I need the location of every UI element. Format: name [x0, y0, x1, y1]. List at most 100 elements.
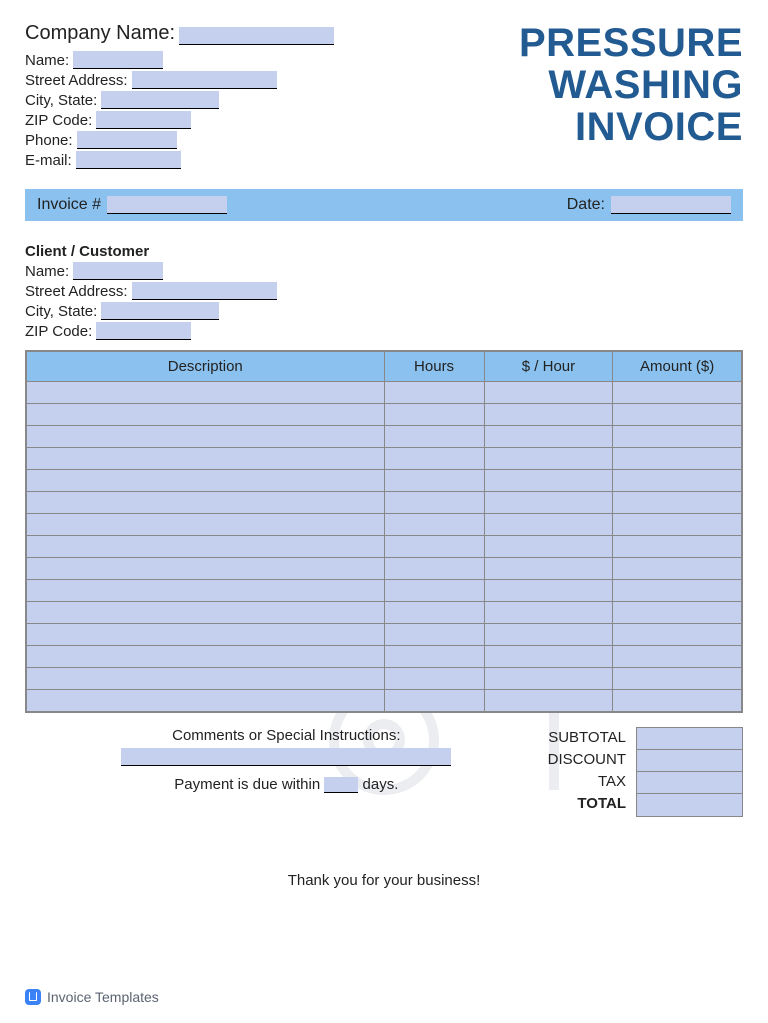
- table-cell[interactable]: [613, 426, 742, 448]
- table-cell[interactable]: [27, 470, 385, 492]
- table-cell[interactable]: [384, 668, 484, 690]
- table-cell[interactable]: [484, 536, 613, 558]
- footer: Invoice Templates: [25, 989, 159, 1005]
- table-cell[interactable]: [27, 646, 385, 668]
- table-cell[interactable]: [613, 382, 742, 404]
- table-cell[interactable]: [484, 558, 613, 580]
- table-cell[interactable]: [384, 448, 484, 470]
- table-cell[interactable]: [484, 426, 613, 448]
- table-cell[interactable]: [613, 690, 742, 712]
- company-field-row: City, State:: [25, 91, 334, 109]
- table-cell[interactable]: [613, 646, 742, 668]
- client-block: Client / Customer Name: Street Address: …: [25, 243, 743, 340]
- table-cell[interactable]: [484, 624, 613, 646]
- table-row: [27, 646, 742, 668]
- company-field-label: Phone:: [25, 132, 73, 149]
- table-cell[interactable]: [484, 382, 613, 404]
- table-cell[interactable]: [613, 536, 742, 558]
- table-cell[interactable]: [384, 624, 484, 646]
- table-cell[interactable]: [613, 602, 742, 624]
- table-row: [27, 624, 742, 646]
- company-name-input[interactable]: [179, 27, 334, 45]
- table-cell[interactable]: [27, 668, 385, 690]
- table-cell[interactable]: [384, 492, 484, 514]
- table-cell[interactable]: [27, 580, 385, 602]
- table-cell[interactable]: [27, 426, 385, 448]
- company-field-label: City, State:: [25, 92, 97, 109]
- table-cell[interactable]: [384, 404, 484, 426]
- table-cell[interactable]: [384, 580, 484, 602]
- client-field-input[interactable]: [132, 282, 277, 300]
- table-cell[interactable]: [27, 448, 385, 470]
- table-cell[interactable]: [27, 492, 385, 514]
- totals-value-box[interactable]: [637, 772, 742, 794]
- table-cell[interactable]: [613, 580, 742, 602]
- table-cell[interactable]: [484, 514, 613, 536]
- company-field-input[interactable]: [132, 71, 277, 89]
- table-cell[interactable]: [484, 492, 613, 514]
- table-cell[interactable]: [27, 536, 385, 558]
- table-cell[interactable]: [613, 404, 742, 426]
- table-cell[interactable]: [384, 514, 484, 536]
- client-field-input[interactable]: [73, 262, 163, 280]
- company-field-input[interactable]: [96, 111, 191, 129]
- table-cell[interactable]: [384, 426, 484, 448]
- table-cell[interactable]: [384, 602, 484, 624]
- table-cell[interactable]: [27, 514, 385, 536]
- table-cell[interactable]: [27, 624, 385, 646]
- table-cell[interactable]: [484, 646, 613, 668]
- table-cell[interactable]: [27, 558, 385, 580]
- totals-block: SUBTOTALDISCOUNTTAXTOTAL: [548, 727, 743, 817]
- table-row: [27, 558, 742, 580]
- table-cell[interactable]: [384, 382, 484, 404]
- invoice-number-input[interactable]: [107, 196, 227, 214]
- table-cell[interactable]: [484, 580, 613, 602]
- table-cell[interactable]: [27, 602, 385, 624]
- totals-value-box[interactable]: [637, 794, 742, 816]
- company-field-row: Name:: [25, 51, 334, 69]
- table-cell[interactable]: [27, 382, 385, 404]
- company-field-input[interactable]: [101, 91, 219, 109]
- table-cell[interactable]: [384, 690, 484, 712]
- table-cell[interactable]: [484, 448, 613, 470]
- totals-value-box[interactable]: [637, 750, 742, 772]
- comments-input[interactable]: [121, 748, 451, 766]
- table-row: [27, 536, 742, 558]
- table-cell[interactable]: [27, 404, 385, 426]
- table-cell[interactable]: [484, 690, 613, 712]
- client-field-row: ZIP Code:: [25, 322, 743, 340]
- company-field-row: Phone:: [25, 131, 334, 149]
- table-cell[interactable]: [613, 668, 742, 690]
- table-header-cell: Description: [27, 352, 385, 382]
- table-cell[interactable]: [484, 470, 613, 492]
- footer-text: Invoice Templates: [47, 989, 159, 1005]
- table-cell[interactable]: [484, 602, 613, 624]
- table-row: [27, 382, 742, 404]
- table-cell[interactable]: [613, 624, 742, 646]
- table-row: [27, 448, 742, 470]
- company-field-label: E-mail:: [25, 152, 72, 169]
- totals-value-box[interactable]: [637, 728, 742, 750]
- company-field-input[interactable]: [73, 51, 163, 69]
- invoice-date-input[interactable]: [611, 196, 731, 214]
- table-cell[interactable]: [613, 470, 742, 492]
- table-cell[interactable]: [613, 514, 742, 536]
- payment-days-input[interactable]: [324, 777, 358, 793]
- table-cell[interactable]: [613, 492, 742, 514]
- table-cell[interactable]: [484, 404, 613, 426]
- line-items-table-wrap: DescriptionHours$ / HourAmount ($): [25, 350, 743, 713]
- company-field-input[interactable]: [77, 131, 177, 149]
- table-cell[interactable]: [613, 558, 742, 580]
- table-cell[interactable]: [384, 646, 484, 668]
- table-cell[interactable]: [384, 558, 484, 580]
- company-field-input[interactable]: [76, 151, 181, 169]
- invoice-date-label: Date:: [567, 196, 605, 214]
- table-cell[interactable]: [613, 448, 742, 470]
- table-cell[interactable]: [384, 536, 484, 558]
- client-field-input[interactable]: [96, 322, 191, 340]
- table-cell[interactable]: [27, 690, 385, 712]
- table-cell[interactable]: [484, 668, 613, 690]
- table-cell[interactable]: [384, 470, 484, 492]
- client-field-input[interactable]: [101, 302, 219, 320]
- below-table-row: Comments or Special Instructions: Paymen…: [25, 727, 743, 817]
